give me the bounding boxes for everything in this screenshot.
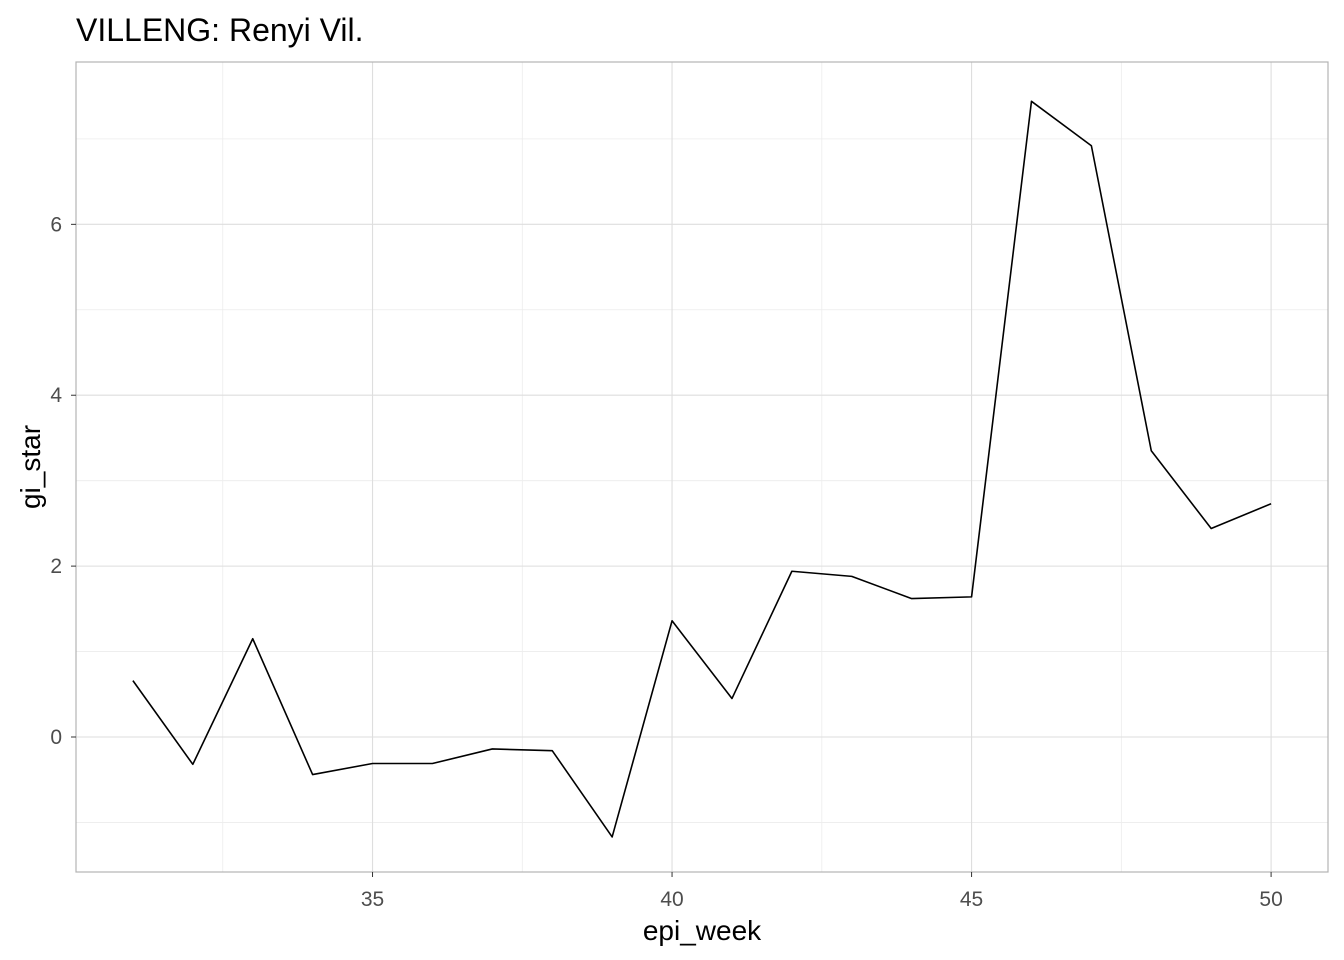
axis-ticks: 35 40 45 50 0 2 4 6: [50, 213, 1282, 911]
y-tick-label: 2: [50, 555, 62, 578]
x-tick-label: 35: [361, 888, 384, 911]
y-tick-label: 0: [50, 726, 62, 749]
chart-title: VILLENG: Renyi Vil.: [76, 12, 364, 48]
y-tick-label: 6: [50, 213, 62, 236]
grid-lines: [76, 62, 1328, 872]
x-tick-label: 40: [660, 888, 683, 911]
y-tick-label: 4: [50, 384, 62, 407]
series-line: [132, 100, 1272, 838]
data-series: [132, 100, 1272, 838]
x-tick-label: 50: [1259, 888, 1282, 911]
plot-panel: [75, 61, 1329, 873]
x-axis-title: epi_week: [643, 915, 762, 946]
y-axis-title: gi_star: [15, 425, 46, 509]
x-tick-label: 45: [960, 888, 983, 911]
